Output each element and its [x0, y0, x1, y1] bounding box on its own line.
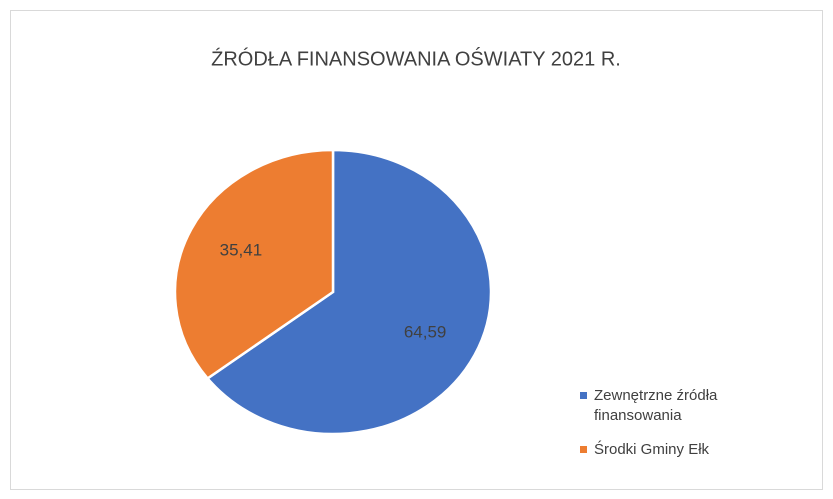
legend-label: Zewnętrzne źródła finansowania — [594, 387, 718, 424]
pie-slice — [205, 148, 493, 436]
legend: Zewnętrzne źródła finansowania Środki Gmi… — [580, 386, 759, 474]
legend-item: Środki Gminy Ełk — [580, 440, 759, 460]
legend-swatch — [580, 392, 587, 399]
legend-item: Zewnętrzne źródła finansowania — [580, 386, 759, 426]
legend-swatch — [580, 446, 587, 453]
data-label: 64,59 — [404, 322, 447, 341]
legend-label: Środki Gminy Ełk — [594, 441, 710, 458]
pie-slice — [173, 148, 335, 381]
data-label: 35,41 — [220, 241, 263, 260]
chart-title: ŹRÓDŁA FINANSOWANIA OŚWIATY 2021 R. — [211, 46, 621, 70]
